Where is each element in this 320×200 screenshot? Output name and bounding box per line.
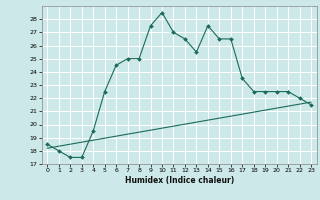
X-axis label: Humidex (Indice chaleur): Humidex (Indice chaleur) xyxy=(124,176,234,185)
